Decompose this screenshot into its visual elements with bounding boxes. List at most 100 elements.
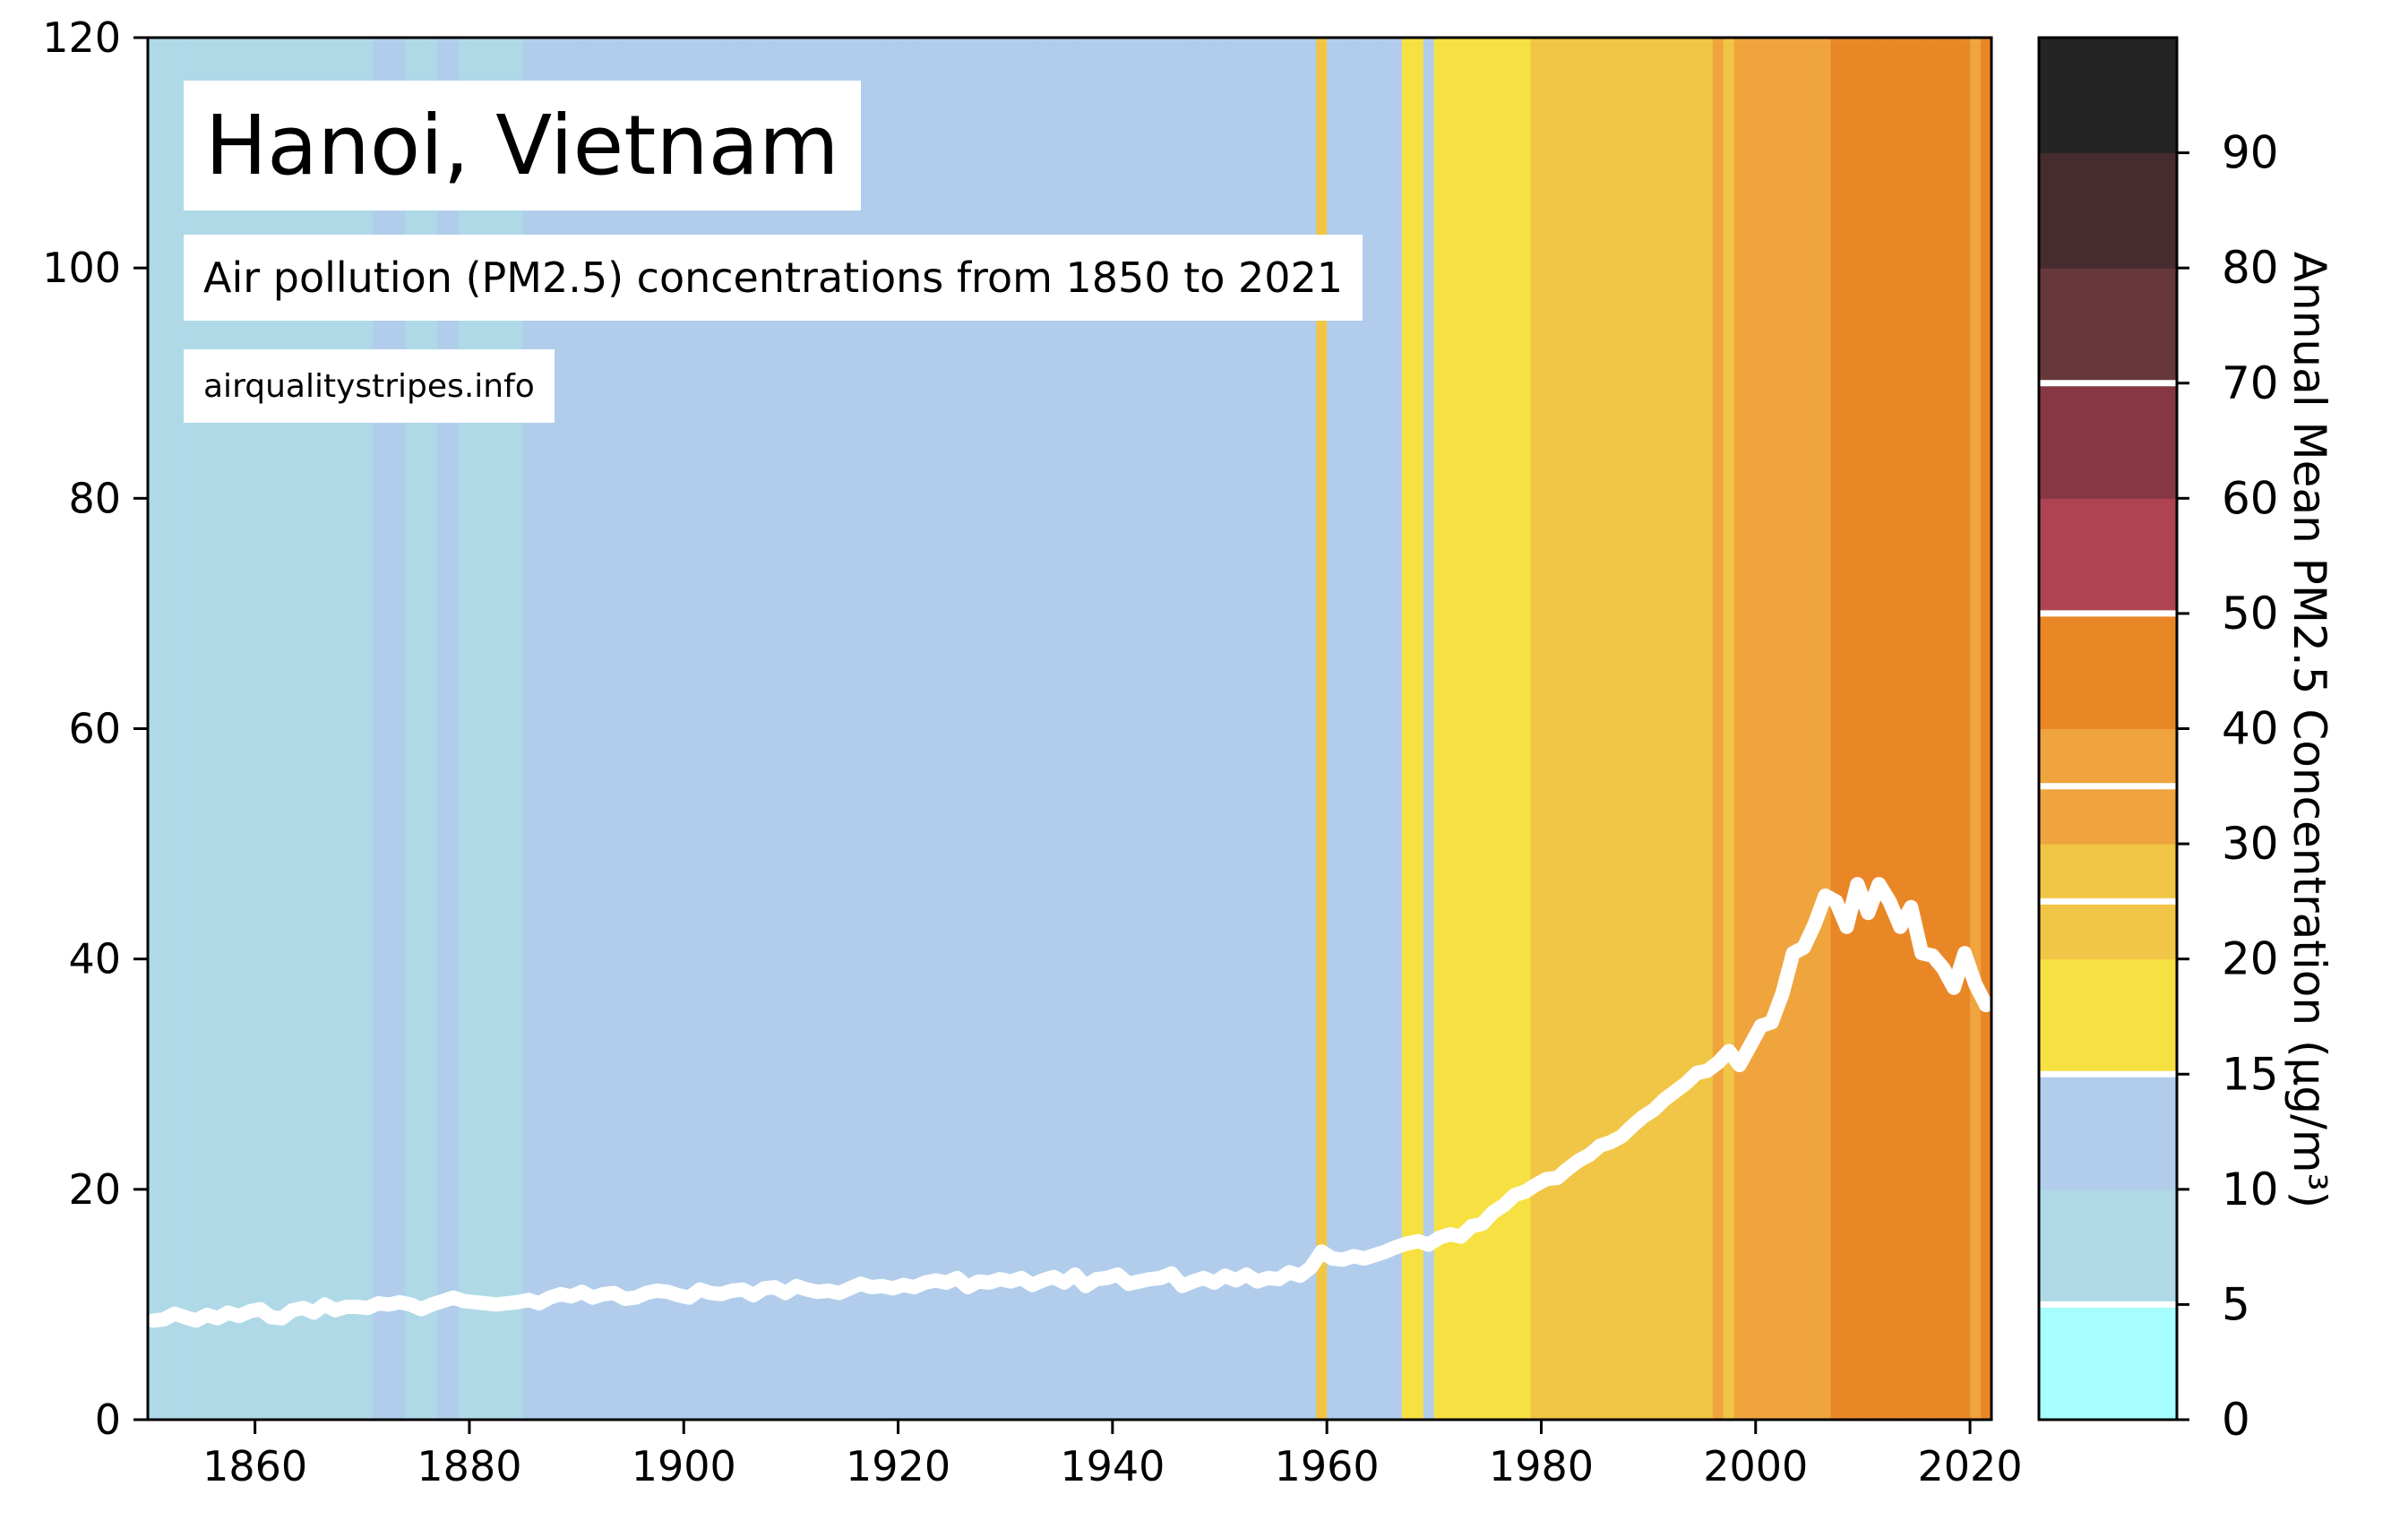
y-tick-label: 40 bbox=[68, 935, 121, 983]
year-stripe bbox=[1895, 38, 1906, 1420]
year-stripe bbox=[973, 38, 985, 1420]
year-stripe bbox=[1027, 38, 1038, 1420]
y-tick-label: 20 bbox=[68, 1165, 121, 1214]
year-stripe bbox=[1776, 38, 1789, 1420]
year-stripe bbox=[1595, 38, 1606, 1420]
year-stripe bbox=[759, 38, 770, 1420]
year-stripe bbox=[1176, 38, 1189, 1420]
year-stripe bbox=[1862, 38, 1874, 1420]
pm25-line-layer bbox=[146, 877, 1993, 1328]
x-tick-label: 1860 bbox=[202, 1442, 307, 1490]
year-stripe bbox=[1755, 38, 1767, 1420]
year-stripe bbox=[684, 38, 695, 1420]
year-stripe bbox=[1230, 38, 1243, 1420]
year-stripe bbox=[994, 38, 1006, 1420]
year-stripe bbox=[148, 38, 159, 1420]
y-tick-label: 120 bbox=[42, 13, 121, 62]
year-stripe bbox=[1541, 38, 1553, 1420]
year-stripe bbox=[1584, 38, 1595, 1420]
year-stripe bbox=[1905, 38, 1917, 1420]
year-stripe bbox=[587, 38, 599, 1420]
year-stripe bbox=[1155, 38, 1167, 1420]
year-stripe bbox=[1198, 38, 1210, 1420]
year-stripe bbox=[887, 38, 899, 1420]
year-stripe bbox=[1165, 38, 1178, 1420]
y-axis: 0 20 40 60 80 100 120 bbox=[42, 13, 148, 1444]
colorbar-tick-label: 10 bbox=[2222, 1164, 2279, 1215]
colorbar-label: Annual Mean PM2.5 Concentration (µg/m³) bbox=[2283, 251, 2335, 1209]
year-stripe bbox=[1359, 38, 1371, 1420]
year-stripe bbox=[1981, 38, 1992, 1420]
y-tick-label: 80 bbox=[68, 474, 121, 522]
colorbar-tick-label: 40 bbox=[2222, 703, 2279, 755]
year-stripe bbox=[1316, 38, 1328, 1420]
year-stripe bbox=[855, 38, 867, 1420]
year-stripe bbox=[1048, 38, 1060, 1420]
year-stripe bbox=[1390, 38, 1403, 1420]
colorbar-tick-label: 0 bbox=[2222, 1394, 2250, 1446]
year-stripe bbox=[1916, 38, 1928, 1420]
year-stripe bbox=[1241, 38, 1253, 1420]
year-stripe bbox=[1208, 38, 1221, 1420]
year-stripe bbox=[1294, 38, 1306, 1420]
year-stripe bbox=[737, 38, 749, 1420]
year-stripe bbox=[1412, 38, 1424, 1420]
year-stripe bbox=[1476, 38, 1489, 1420]
colorbar-tick-label: 80 bbox=[2222, 242, 2279, 294]
x-tick-label: 1900 bbox=[632, 1442, 736, 1490]
colorbar-tick-label: 15 bbox=[2222, 1048, 2279, 1100]
year-stripe bbox=[1037, 38, 1049, 1420]
year-stripe bbox=[1648, 38, 1660, 1420]
year-stripe bbox=[1348, 38, 1360, 1420]
year-stripe bbox=[1744, 38, 1757, 1420]
x-tick-label: 1960 bbox=[1275, 1442, 1380, 1490]
year-stripe bbox=[1487, 38, 1500, 1420]
year-stripe bbox=[930, 38, 942, 1420]
year-stripe bbox=[1305, 38, 1317, 1420]
year-stripe bbox=[822, 38, 835, 1420]
year-stripe bbox=[1712, 38, 1724, 1420]
chart-subtitle: Air pollution (PM2.5) concentrations fro… bbox=[184, 235, 1363, 321]
year-stripe bbox=[158, 38, 170, 1420]
year-stripe bbox=[641, 38, 652, 1420]
year-stripe bbox=[727, 38, 738, 1420]
year-stripe bbox=[1466, 38, 1478, 1420]
year-stripe bbox=[1562, 38, 1574, 1420]
year-stripe bbox=[1766, 38, 1778, 1420]
year-stripe bbox=[1884, 38, 1896, 1420]
year-stripe bbox=[1841, 38, 1853, 1420]
year-stripe bbox=[1337, 38, 1349, 1420]
x-tick-label: 2000 bbox=[1703, 1442, 1808, 1490]
x-axis: 1860 1880 1900 1920 1940 1960 1980 2000 2020 bbox=[202, 1420, 2023, 1490]
colorbar-tick-label: 70 bbox=[2222, 357, 2279, 409]
year-stripe bbox=[1327, 38, 1338, 1420]
x-tick-label: 1880 bbox=[417, 1442, 521, 1490]
year-stripe bbox=[1723, 38, 1735, 1420]
year-stripe bbox=[748, 38, 760, 1420]
y-tick-label: 100 bbox=[42, 244, 121, 292]
year-stripe bbox=[1187, 38, 1200, 1420]
colorbar-band bbox=[2039, 958, 2177, 1075]
year-stripe bbox=[1090, 38, 1103, 1420]
year-stripe bbox=[769, 38, 781, 1420]
year-stripe bbox=[898, 38, 910, 1420]
year-stripe bbox=[801, 38, 813, 1420]
x-tick-label: 1920 bbox=[846, 1442, 950, 1490]
year-stripe bbox=[1144, 38, 1157, 1420]
year-stripe bbox=[1519, 38, 1532, 1420]
y-tick-label: 0 bbox=[95, 1395, 121, 1444]
year-stripe bbox=[598, 38, 610, 1420]
year-stripe bbox=[876, 38, 889, 1420]
year-stripe bbox=[705, 38, 717, 1420]
year-stripe bbox=[1016, 38, 1028, 1420]
year-stripe bbox=[1938, 38, 1949, 1420]
x-tick-label: 2020 bbox=[1918, 1442, 2023, 1490]
year-stripe bbox=[1616, 38, 1628, 1420]
colorbar-band bbox=[2039, 268, 2177, 384]
year-stripe bbox=[630, 38, 641, 1420]
year-stripe bbox=[790, 38, 803, 1420]
year-stripe bbox=[984, 38, 995, 1420]
year-stripe bbox=[1101, 38, 1114, 1420]
